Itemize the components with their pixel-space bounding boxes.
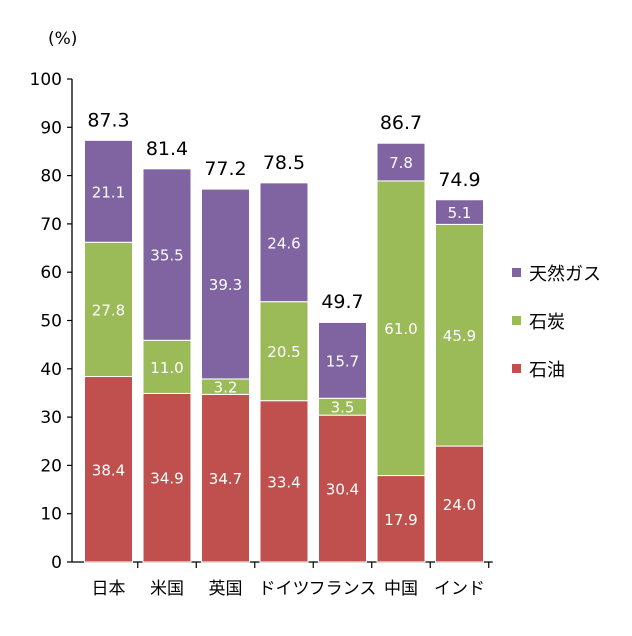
- bar-segment: [142, 168, 192, 341]
- segment-value-label: 3.5: [331, 399, 355, 417]
- y-tick-label: 100: [30, 70, 62, 90]
- segment-value-label: 61.0: [384, 320, 417, 338]
- y-tick-label: 30: [40, 408, 62, 428]
- y-tick-label: 0: [51, 553, 62, 573]
- axis-layer: 0 10 20 30 40 50 60 70 80 90 100 (%) 日本 米国 英国 ドイツ フランス 中国…: [30, 29, 493, 599]
- bar-segment: [84, 241, 133, 378]
- segment-value-label: 38.4: [92, 461, 125, 479]
- bar-segment: [259, 301, 309, 402]
- bar-segment: [435, 445, 484, 563]
- y-tick-label: 50: [40, 312, 62, 332]
- total-value-label: 87.3: [87, 109, 129, 131]
- segment-value-label: 24.0: [443, 496, 476, 514]
- segment-value-label: 45.9: [443, 327, 476, 345]
- x-tick-label: 英国: [209, 579, 243, 599]
- bar-segment: [84, 376, 133, 563]
- segment-value-label: 7.8: [389, 154, 413, 172]
- bar-segment: [201, 188, 250, 380]
- y-tick-label: 60: [40, 263, 62, 283]
- legend-swatch: [512, 316, 521, 325]
- segment-value-label: 17.9: [384, 511, 417, 529]
- segment-value-label: 27.8: [92, 301, 125, 319]
- legend-label: 天然ガス: [529, 264, 601, 285]
- segment-value-label: 34.9: [150, 470, 183, 488]
- segment-value-label: 5.1: [448, 204, 472, 222]
- bar-layer: [84, 139, 484, 563]
- segment-value-label: 15.7: [326, 352, 359, 370]
- bar-segment: [318, 321, 367, 399]
- total-value-label: 49.7: [321, 291, 363, 313]
- y-tick-label: 10: [40, 505, 62, 525]
- x-tick-label: 米国: [150, 579, 184, 599]
- bar-segment: [84, 139, 133, 243]
- total-value-label: 78.5: [263, 152, 305, 174]
- bar-segment: [376, 180, 426, 477]
- segment-value-label: 34.7: [209, 470, 242, 488]
- bar-segment: [201, 393, 250, 563]
- bar-segment: [435, 199, 484, 225]
- y-tick-label: 80: [40, 167, 62, 187]
- segment-value-label: 30.4: [326, 481, 359, 499]
- y-tick-label: 70: [40, 215, 62, 235]
- legend-label: 石炭: [529, 312, 565, 333]
- y-unit-label: (%): [48, 29, 77, 49]
- segment-value-label: 20.5: [267, 343, 300, 361]
- bar-segment: [376, 142, 426, 182]
- total-value-label: 86.7: [380, 112, 422, 134]
- x-tick-label: 中国: [384, 579, 418, 599]
- x-tick-label: ドイツ: [259, 579, 310, 599]
- segment-value-label: 33.4: [267, 473, 300, 491]
- segment-value-label: 39.3: [209, 276, 242, 294]
- x-tick-label: フランス: [309, 579, 377, 599]
- total-value-label: 74.9: [438, 169, 480, 191]
- segment-value-label: 11.0: [150, 359, 183, 377]
- y-tick-label: 20: [40, 456, 62, 476]
- legend-swatch: [512, 268, 521, 277]
- legend-swatch: [512, 364, 521, 373]
- bar-segment: [259, 182, 309, 303]
- legend-label: 石油: [529, 360, 565, 381]
- bar-segment: [318, 414, 367, 563]
- segment-value-label: 24.6: [267, 234, 300, 252]
- x-tick-label: 日本: [92, 579, 126, 599]
- x-tick-label: インド: [434, 579, 485, 599]
- segment-value-label: 35.5: [150, 247, 183, 265]
- label-layer: 38.4 27.8 21.1 87.3 34.9 11.0 35.5 81.4 34.7 3.2 3…: [87, 109, 480, 528]
- y-tick-label: 90: [40, 118, 62, 138]
- y-tick-label: 40: [40, 360, 62, 380]
- segment-value-label: 3.2: [214, 379, 238, 397]
- total-value-label: 77.2: [204, 158, 246, 180]
- bar-segment: [142, 339, 192, 394]
- bar-segment: [142, 392, 192, 563]
- total-value-label: 81.4: [146, 138, 188, 160]
- bar-segment: [376, 475, 426, 563]
- segment-value-label: 21.1: [92, 183, 125, 201]
